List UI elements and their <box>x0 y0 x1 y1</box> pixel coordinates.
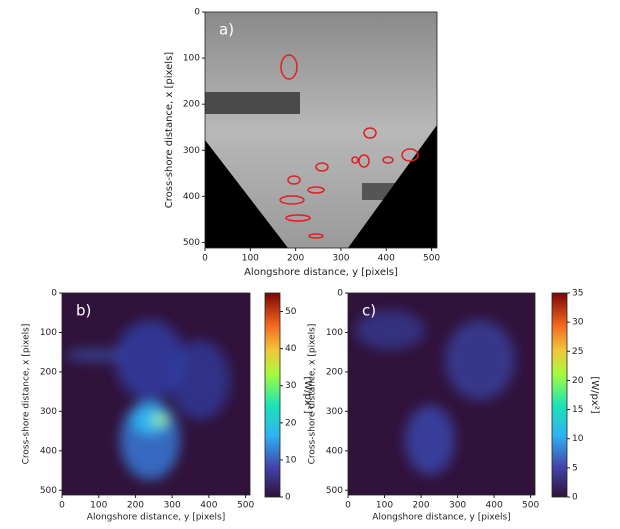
panel-label: b) <box>76 302 91 320</box>
x-tick-label: 200 <box>412 501 429 511</box>
x-tick-label: 200 <box>287 254 304 264</box>
y-tick-label: 100 <box>326 328 343 338</box>
colorbar-tick-label: 10 <box>572 434 584 444</box>
colorbar-tick-label: 5 <box>572 463 578 473</box>
x-tick-label: 0 <box>59 501 65 511</box>
x-tick-label: 400 <box>200 501 217 511</box>
colorbar-tick-label: 10 <box>285 455 297 465</box>
colorbar <box>265 293 280 497</box>
colorbar-tick-label: 50 <box>285 307 297 317</box>
panel-label: c) <box>362 302 376 320</box>
x-tick-label: 500 <box>237 501 254 511</box>
y-tick-label: 300 <box>183 146 200 156</box>
colorbar-tick-label: 0 <box>285 493 291 503</box>
x-axis-label: Alongshore distance, y [pixels] <box>87 513 225 523</box>
colorbar-tick-label: 0 <box>572 493 578 503</box>
colorbar-tick-label: 40 <box>285 344 297 354</box>
x-tick-label: 300 <box>164 501 181 511</box>
x-tick-label: 100 <box>90 501 107 511</box>
y-axis-label: Cross-shore distance, x [pixels] <box>164 52 175 209</box>
x-tick-label: 400 <box>378 254 395 264</box>
colorbar-tick-label: 35 <box>572 289 583 299</box>
x-axis-label: Alongshore distance, y [pixels] <box>244 267 398 278</box>
y-tick-label: 300 <box>40 407 57 417</box>
x-tick-label: 300 <box>449 501 466 511</box>
x-tick-label: 500 <box>423 254 440 264</box>
x-tick-label: 500 <box>522 501 539 511</box>
x-tick-label: 100 <box>376 501 393 511</box>
y-tick-label: 0 <box>51 289 57 299</box>
colorbar-tick-label: 30 <box>572 318 584 328</box>
y-tick-label: 0 <box>194 8 200 18</box>
y-axis-label: Cross-shore distance, x [pixels] <box>308 324 318 465</box>
y-tick-label: 300 <box>326 407 343 417</box>
colorbar <box>552 293 567 497</box>
y-tick-label: 400 <box>40 446 57 456</box>
y-tick-label: 400 <box>183 192 200 202</box>
y-tick-label: 100 <box>40 328 57 338</box>
x-tick-label: 0 <box>202 254 208 264</box>
colorbar-tick-label: 15 <box>572 405 583 415</box>
y-tick-label: 100 <box>183 54 200 64</box>
photo <box>205 12 437 248</box>
x-tick-label: 0 <box>345 501 351 511</box>
y-axis-label: Cross-shore distance, x [pixels] <box>22 324 32 465</box>
colorbar-tick-label: 25 <box>572 347 583 357</box>
heatmap-image <box>62 293 250 495</box>
x-tick-label: 100 <box>242 254 259 264</box>
y-tick-label: 0 <box>337 289 343 299</box>
colorbar-tick-label: 30 <box>285 381 297 391</box>
figure: 01002003004005000100200300400500Alongsho… <box>0 0 620 529</box>
heatmap-image <box>348 293 535 495</box>
y-tick-label: 500 <box>183 238 200 248</box>
colorbar-tick-label: 20 <box>285 418 297 428</box>
colorbar-label: [W/px²] <box>589 376 600 413</box>
y-tick-label: 200 <box>326 367 343 377</box>
y-tick-label: 200 <box>183 100 200 110</box>
x-tick-label: 400 <box>486 501 503 511</box>
x-tick-label: 300 <box>332 254 349 264</box>
panel-label: a) <box>219 21 234 39</box>
x-axis-label: Alongshore distance, y [pixels] <box>372 513 510 523</box>
y-tick-label: 500 <box>40 486 57 496</box>
y-tick-label: 500 <box>326 486 343 496</box>
colorbar-tick-label: 20 <box>572 376 584 386</box>
y-tick-label: 400 <box>326 446 343 456</box>
x-tick-label: 200 <box>127 501 144 511</box>
y-tick-label: 200 <box>40 367 57 377</box>
